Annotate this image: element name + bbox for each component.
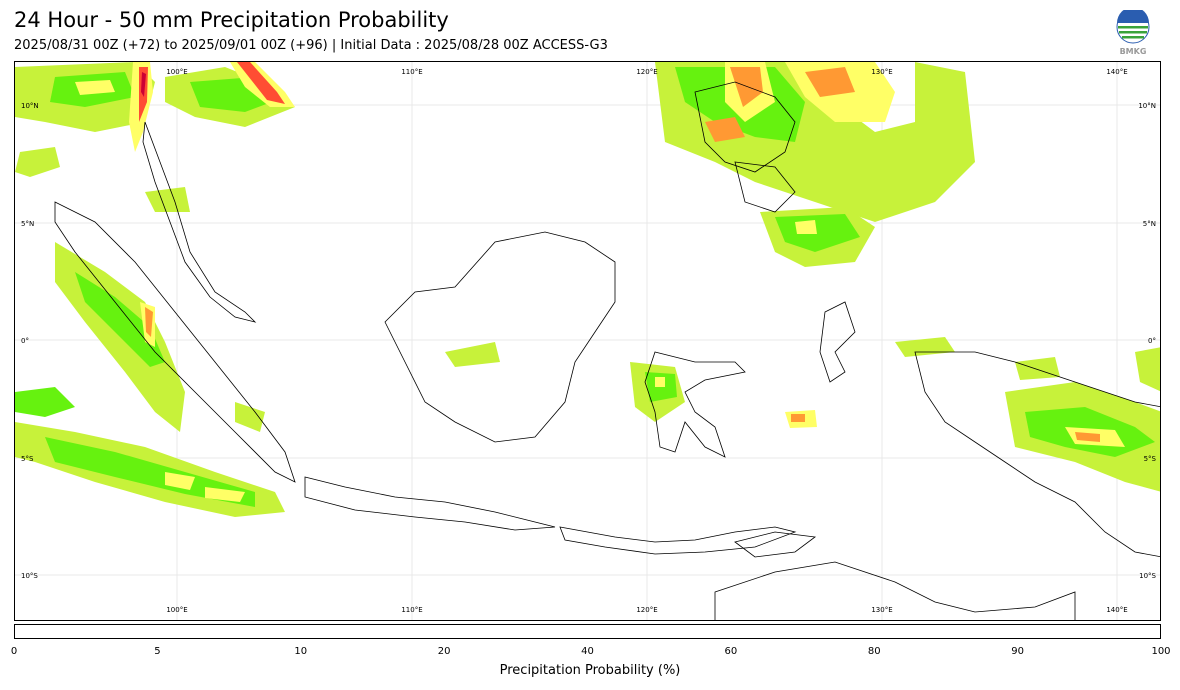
precipitation-map: 100°E 110°E 120°E 130°E 140°E 100°E 110°… (14, 61, 1161, 621)
lon-label-top: 130°E (871, 68, 892, 76)
lon-label-top: 120°E (636, 68, 657, 76)
colorbar-tick-label: 5 (154, 646, 161, 657)
colorbar-tick-label: 60 (724, 646, 738, 657)
colorbar-tick-label: 0 (10, 646, 18, 657)
lat-label-left: 0° (21, 337, 29, 345)
colorbar-label: Precipitation Probability (%) (499, 663, 681, 678)
lon-labels-top: 100°E 110°E 120°E 130°E 140°E (166, 68, 1127, 76)
lon-label-top: 110°E (401, 68, 422, 76)
lon-labels-bottom: 100°E 110°E 120°E 130°E 140°E (166, 606, 1127, 614)
logo-text: BMKG (1120, 47, 1147, 56)
lat-label-right: 5°S (1144, 455, 1157, 463)
lat-labels-right: 10°N 5°N 0° 5°S 10°S (1138, 102, 1156, 580)
lon-label-bottom: 100°E (166, 606, 187, 614)
colorbar-tick-label: 100 (1151, 646, 1171, 657)
colorbar (14, 624, 1161, 639)
lon-label-top: 100°E (166, 68, 187, 76)
map-grid (15, 62, 1160, 620)
bmkg-logo: BMKG (1113, 7, 1153, 56)
colorbar-tick-label: 10 (294, 646, 308, 657)
chart-title: 24 Hour - 50 mm Precipitation Probabilit… (14, 8, 449, 32)
lat-label-left: 5°S (21, 455, 34, 463)
lat-label-right: 10°N (1138, 102, 1156, 110)
lon-label-bottom: 120°E (636, 606, 657, 614)
lon-label-bottom: 140°E (1106, 606, 1127, 614)
chart-subtitle: 2025/08/31 00Z (+72) to 2025/09/01 00Z (… (14, 38, 608, 53)
lat-labels-left: 10°N 5°N 0° 5°S 10°S (21, 102, 39, 580)
colorbar-tick-label: 20 (437, 646, 451, 657)
colorbar-border (14, 624, 1161, 639)
colorbar-tick-label: 40 (581, 646, 594, 657)
colorbar-tick-label: 80 (867, 646, 881, 657)
lat-label-right: 5°N (1143, 220, 1156, 228)
lat-label-left: 10°S (21, 572, 38, 580)
lat-label-left: 5°N (21, 220, 34, 228)
lon-label-bottom: 110°E (401, 606, 422, 614)
precipitation-fields (15, 62, 1160, 517)
lat-label-right: 10°S (1139, 572, 1156, 580)
lon-label-bottom: 130°E (871, 606, 892, 614)
lat-label-left: 10°N (21, 102, 39, 110)
lat-label-right: 0° (1148, 337, 1156, 345)
coastlines (54, 81, 1160, 620)
lon-label-top: 140°E (1106, 68, 1127, 76)
colorbar-tick-label: 90 (1011, 646, 1024, 657)
